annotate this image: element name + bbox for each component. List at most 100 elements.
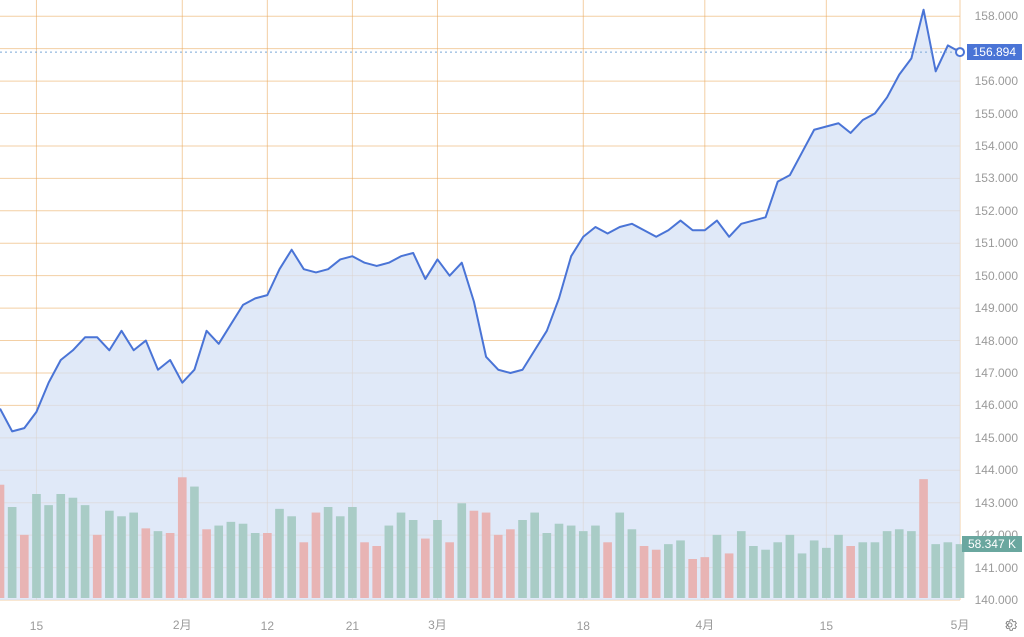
- volume-bar: [263, 533, 272, 598]
- volume-bar: [773, 542, 782, 598]
- volume-bar: [579, 531, 588, 598]
- volume-bar: [385, 526, 394, 598]
- volume-bar: [907, 531, 916, 598]
- volume-bar: [397, 513, 406, 598]
- volume-bar: [518, 520, 527, 598]
- volume-bar: [166, 533, 175, 598]
- y-axis-label: 141.000: [973, 561, 1020, 575]
- volume-bar: [676, 540, 685, 598]
- volume-bar: [567, 526, 576, 598]
- volume-bar: [287, 516, 296, 598]
- volume-bar: [919, 479, 928, 598]
- volume-bar: [482, 513, 491, 598]
- volume-bar: [931, 544, 940, 598]
- volume-bar: [0, 485, 4, 598]
- y-axis-label: 154.000: [973, 139, 1020, 153]
- volume-bar: [348, 507, 357, 598]
- y-axis-label: 155.000: [973, 107, 1020, 121]
- volume-bar: [846, 546, 855, 598]
- current-price-badge: 156.894: [967, 44, 1022, 60]
- volume-bar: [543, 533, 552, 598]
- y-axis-label: 145.000: [973, 431, 1020, 445]
- volume-bar: [786, 535, 795, 598]
- y-axis-label: 148.000: [973, 334, 1020, 348]
- volume-bar: [470, 511, 479, 598]
- price-chart-container: 140.000141.000142.000143.000144.000145.0…: [0, 0, 1024, 637]
- y-axis-label: 153.000: [973, 171, 1020, 185]
- volume-bar: [93, 535, 102, 598]
- volume-bar: [664, 544, 673, 598]
- x-axis-label: 15: [30, 619, 43, 633]
- volume-bar: [494, 535, 503, 598]
- volume-bar: [603, 542, 612, 598]
- volume-bar: [214, 526, 223, 598]
- volume-bar: [895, 529, 904, 598]
- volume-bar: [129, 513, 138, 598]
- volume-bar: [445, 542, 454, 598]
- volume-bar: [142, 528, 151, 598]
- volume-bar: [105, 511, 114, 598]
- volume-bar: [190, 487, 199, 598]
- x-axis-label: 21: [346, 619, 359, 633]
- volume-bar: [506, 529, 515, 598]
- volume-bar: [652, 550, 661, 598]
- volume-bar: [871, 542, 880, 598]
- price-area: [0, 10, 960, 600]
- current-price-value: 156.894: [973, 45, 1016, 59]
- volume-bar: [761, 550, 770, 598]
- volume-bar: [944, 542, 953, 598]
- volume-bar: [530, 513, 539, 598]
- volume-bar: [834, 535, 843, 598]
- y-axis-label: 146.000: [973, 398, 1020, 412]
- volume-bar: [299, 542, 308, 598]
- y-axis-label: 147.000: [973, 366, 1020, 380]
- y-axis-label: 144.000: [973, 463, 1020, 477]
- volume-bar: [798, 553, 807, 598]
- y-axis-label: 152.000: [973, 204, 1020, 218]
- volume-bar: [336, 516, 345, 598]
- volume-bar: [360, 542, 369, 598]
- volume-bar: [44, 505, 53, 598]
- volume-bar: [628, 529, 637, 598]
- settings-button[interactable]: [1002, 617, 1018, 633]
- volume-bar: [56, 494, 65, 598]
- volume-bar: [239, 524, 248, 598]
- volume-bar: [555, 524, 564, 598]
- volume-bar: [810, 540, 819, 598]
- volume-bar: [640, 546, 649, 598]
- volume-bar: [324, 507, 333, 598]
- volume-bar: [178, 477, 187, 598]
- volume-bar: [713, 535, 722, 598]
- volume-bar: [202, 529, 211, 598]
- volume-bar: [117, 516, 126, 598]
- volume-bar: [372, 546, 381, 598]
- x-axis-label: 15: [820, 619, 833, 633]
- volume-bar: [81, 505, 90, 598]
- volume-bar: [688, 559, 697, 598]
- x-axis-label: 4月: [695, 616, 714, 633]
- volume-bar: [883, 531, 892, 598]
- current-volume-value: 58.347 K: [968, 537, 1016, 551]
- volume-bar: [312, 513, 321, 598]
- volume-bar: [227, 522, 236, 598]
- y-axis-label: 158.000: [973, 9, 1020, 23]
- volume-bar: [457, 503, 466, 598]
- volume-bar: [700, 557, 709, 598]
- y-axis-label: 151.000: [973, 236, 1020, 250]
- volume-bar: [956, 544, 965, 598]
- volume-bar: [275, 509, 284, 598]
- volume-bar: [32, 494, 41, 598]
- volume-bar: [737, 531, 746, 598]
- y-axis-label: 149.000: [973, 301, 1020, 315]
- volume-bar: [8, 507, 17, 598]
- x-axis-label: 18: [577, 619, 590, 633]
- x-axis-label: 12: [261, 619, 274, 633]
- volume-bar: [433, 520, 442, 598]
- volume-bar: [154, 531, 163, 598]
- gear-icon: [1003, 618, 1017, 632]
- volume-bar: [409, 520, 418, 598]
- chart-svg[interactable]: [0, 0, 1024, 637]
- volume-bar: [251, 533, 260, 598]
- y-axis-label: 143.000: [973, 496, 1020, 510]
- y-axis-label: 140.000: [973, 593, 1020, 607]
